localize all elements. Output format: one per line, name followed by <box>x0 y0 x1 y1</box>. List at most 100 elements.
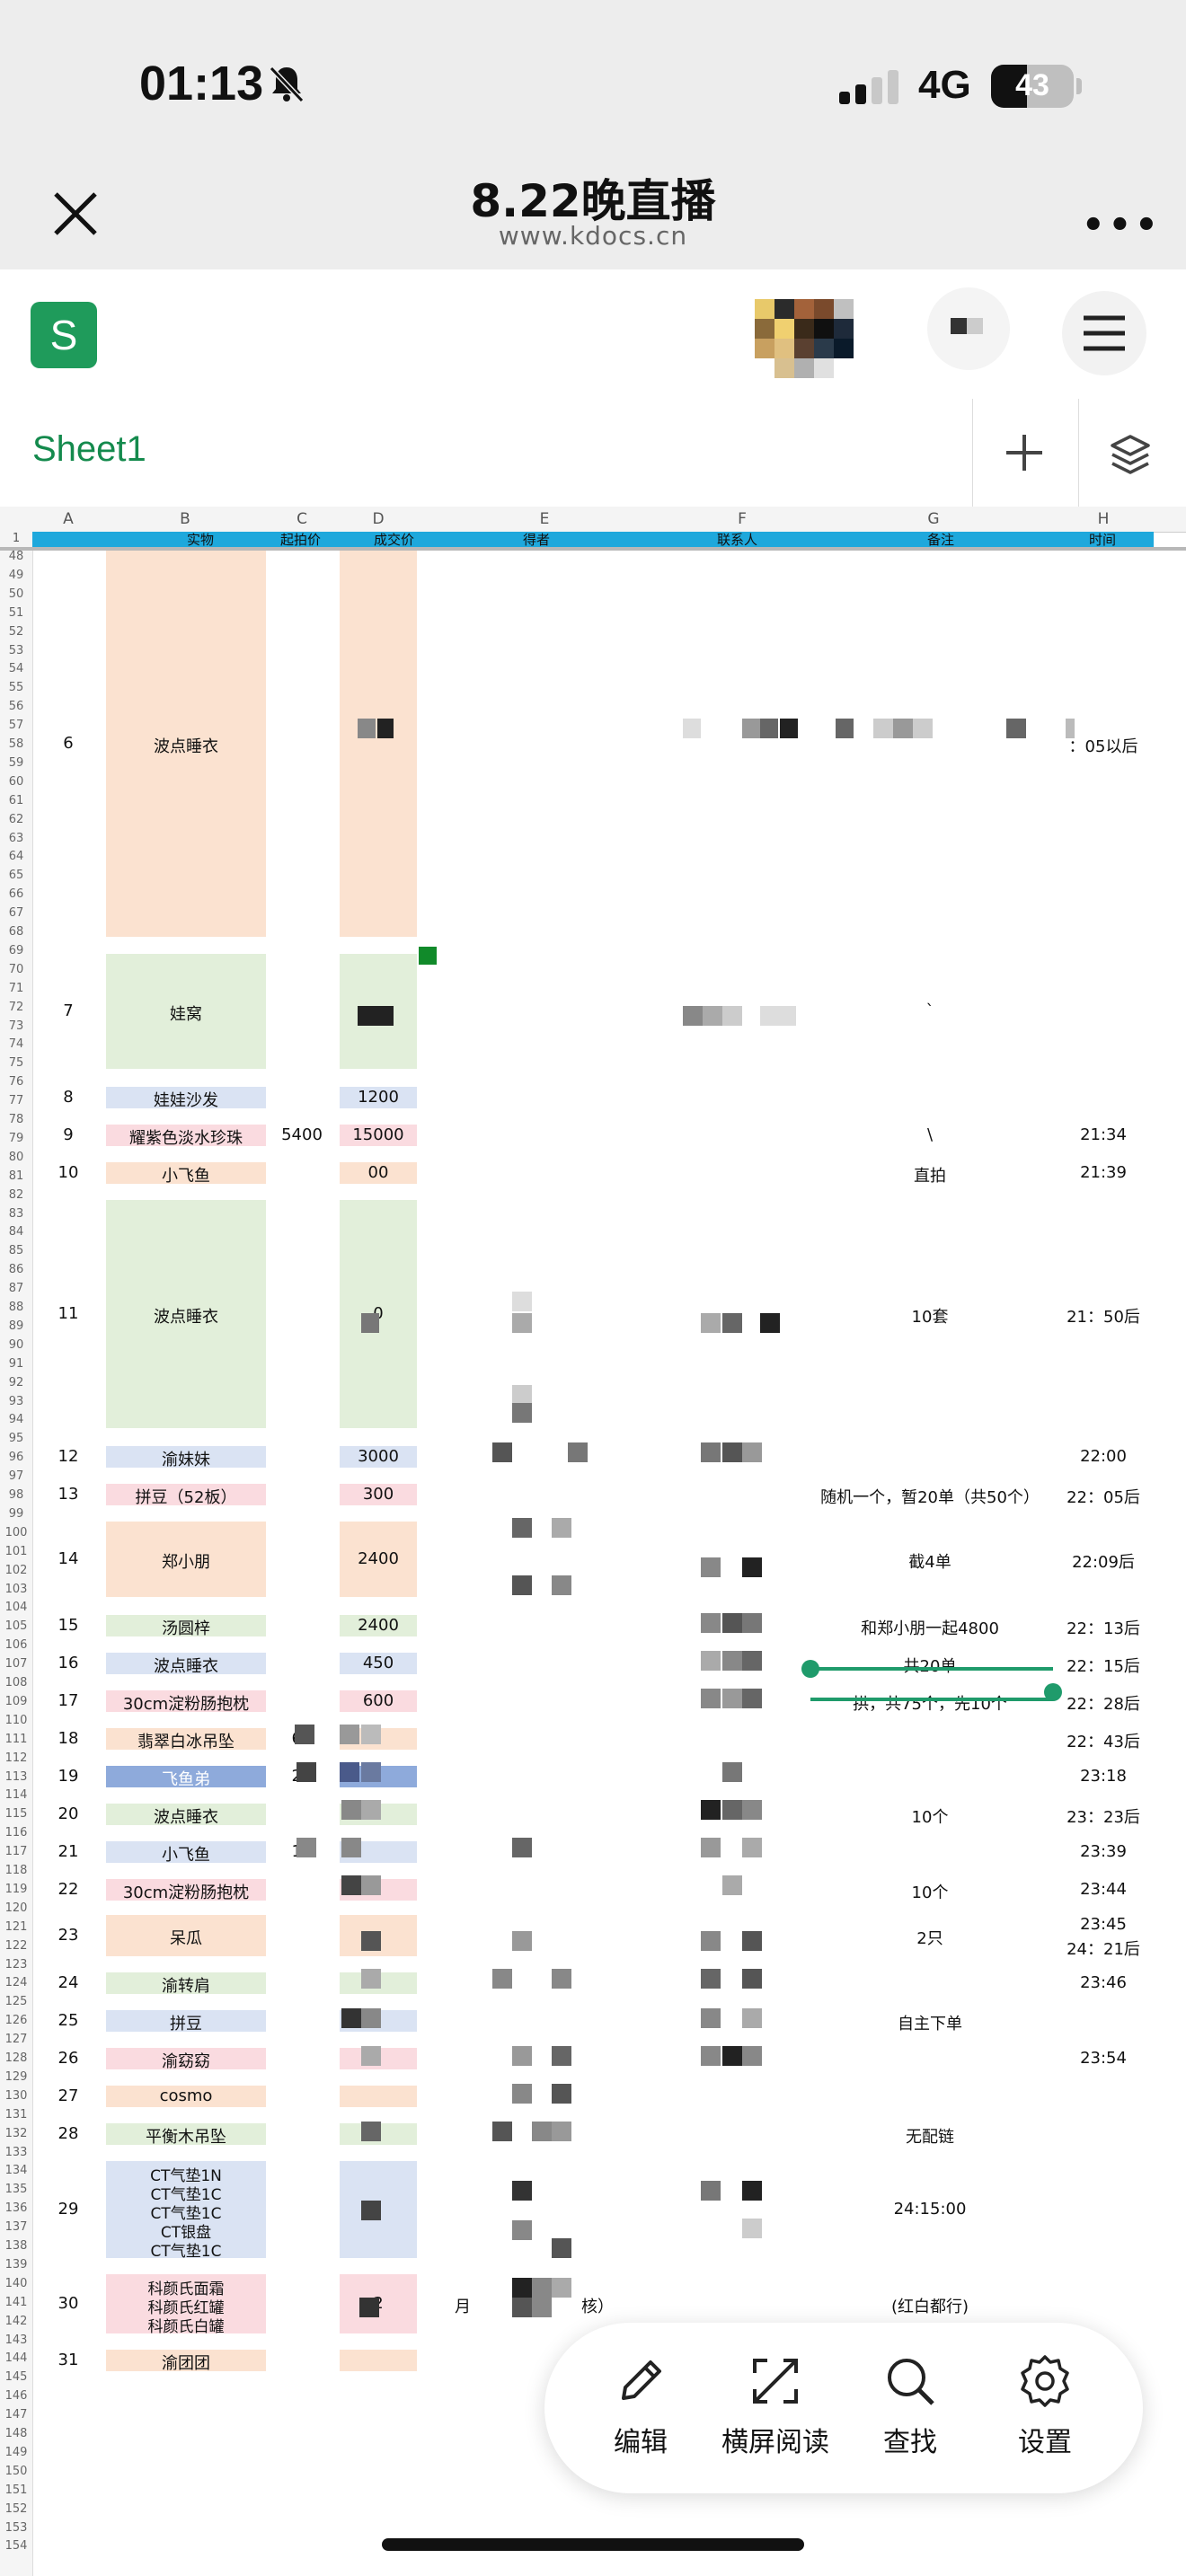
row-number[interactable]: 50 <box>8 587 24 601</box>
row-number[interactable]: 101 <box>4 1544 28 1558</box>
row-number[interactable]: 91 <box>8 1356 24 1371</box>
close-icon[interactable] <box>49 187 102 244</box>
row-number[interactable]: 143 <box>4 2333 28 2347</box>
row-number[interactable]: 126 <box>4 2014 28 2028</box>
row-number[interactable]: 114 <box>4 1788 28 1803</box>
row-number[interactable]: 121 <box>4 1919 28 1934</box>
edit-button[interactable]: 编辑 <box>573 2353 708 2459</box>
column-header-c[interactable]: C <box>296 510 307 528</box>
row-number[interactable]: 123 <box>4 1957 28 1972</box>
row-number[interactable]: 135 <box>4 2183 28 2197</box>
column-header-d[interactable]: D <box>372 510 385 528</box>
cell-b-fill[interactable] <box>106 1879 266 1901</box>
cell-d-fill[interactable] <box>340 2350 417 2371</box>
row-number[interactable]: 128 <box>4 2051 28 2065</box>
cell-b-fill[interactable] <box>106 1162 266 1184</box>
cell-d-fill[interactable] <box>340 1653 417 1674</box>
row-number[interactable]: 147 <box>4 2408 28 2422</box>
cell-b-fill[interactable] <box>106 1653 266 1674</box>
cell-b-fill[interactable] <box>106 2010 266 2032</box>
row-number[interactable]: 124 <box>4 1976 28 1990</box>
cell-b-fill[interactable] <box>106 1915 266 1956</box>
more-options-icon[interactable]: ••• <box>1082 205 1162 246</box>
row-number[interactable]: 80 <box>8 1150 24 1164</box>
row-number[interactable]: 139 <box>4 2257 28 2272</box>
row-number[interactable]: 105 <box>4 1619 28 1634</box>
cell-b-fill[interactable] <box>106 1446 266 1468</box>
row-number[interactable]: 154 <box>4 2539 28 2554</box>
column-header-e[interactable]: E <box>539 510 550 528</box>
cell-b-fill[interactable] <box>106 1766 266 1787</box>
column-header-g[interactable]: G <box>927 510 940 528</box>
column-header-a[interactable]: A <box>63 510 74 528</box>
row-number[interactable]: 67 <box>8 906 24 921</box>
row-number[interactable]: 144 <box>4 2351 28 2366</box>
row-number[interactable]: 117 <box>4 1845 28 1859</box>
cell-b-fill[interactable] <box>106 1690 266 1712</box>
row-number[interactable]: 73 <box>8 1019 24 1033</box>
row-number[interactable]: 56 <box>8 700 24 714</box>
sheets-app-icon[interactable]: S <box>31 302 97 368</box>
cell-b-fill[interactable] <box>106 2161 266 2258</box>
selection-handle-end[interactable] <box>1044 1683 1062 1701</box>
row-number[interactable]: 115 <box>4 1807 28 1822</box>
cell-b-fill[interactable] <box>106 1522 266 1597</box>
row-number[interactable]: 81 <box>8 1169 24 1183</box>
row-number[interactable]: 108 <box>4 1676 28 1689</box>
row-number[interactable]: 145 <box>4 2370 28 2385</box>
row-number[interactable]: 84 <box>8 1225 24 1239</box>
row-number[interactable]: 87 <box>8 1282 24 1296</box>
row-number[interactable]: 131 <box>4 2107 28 2122</box>
row-number[interactable]: 106 <box>4 1638 28 1653</box>
cell-d-fill[interactable] <box>340 1162 417 1184</box>
cell-d-fill[interactable] <box>340 551 417 937</box>
row-number[interactable]: 119 <box>4 1882 28 1896</box>
row-number[interactable]: 134 <box>4 2164 28 2178</box>
row-number[interactable]: 61 <box>8 793 24 807</box>
row-number[interactable]: 88 <box>8 1301 24 1314</box>
settings-button[interactable]: 设置 <box>978 2353 1112 2459</box>
row-number[interactable]: 96 <box>8 1451 24 1465</box>
cell-b-fill[interactable] <box>106 1484 266 1505</box>
row-number[interactable]: 70 <box>8 962 24 976</box>
row-number[interactable]: 85 <box>8 1244 24 1258</box>
row-number[interactable]: 72 <box>8 1000 24 1014</box>
row-number[interactable]: 112 <box>4 1751 28 1765</box>
cell-b-fill[interactable] <box>106 1841 266 1863</box>
cell-d-fill[interactable] <box>340 1615 417 1636</box>
row-number[interactable]: 140 <box>4 2276 28 2290</box>
row-number[interactable]: 83 <box>8 1206 24 1221</box>
row-number[interactable]: 116 <box>4 1826 28 1840</box>
cell-b-fill[interactable] <box>106 1200 266 1428</box>
row-number[interactable]: 94 <box>8 1413 24 1427</box>
row-number[interactable]: 150 <box>4 2464 28 2478</box>
row-number[interactable]: 63 <box>8 831 24 845</box>
row-number[interactable]: 129 <box>4 2069 28 2084</box>
row-number[interactable]: 107 <box>4 1657 28 1672</box>
cell-b-fill[interactable] <box>106 1615 266 1636</box>
column-header-h[interactable]: H <box>1097 510 1110 528</box>
cell-b-fill[interactable] <box>106 2086 266 2107</box>
cell-b-fill[interactable] <box>106 2048 266 2069</box>
cell-b-fill[interactable] <box>106 1728 266 1750</box>
user-avatar[interactable] <box>927 287 1010 370</box>
row-number[interactable]: 93 <box>8 1394 24 1408</box>
cell-d-fill[interactable] <box>340 2086 417 2107</box>
collaborator-avatars[interactable] <box>755 299 895 380</box>
row-number[interactable]: 120 <box>4 1901 28 1915</box>
row-number[interactable]: 138 <box>4 2239 28 2253</box>
row-number[interactable]: 132 <box>4 2126 28 2140</box>
selection-handle-start[interactable] <box>801 1660 819 1678</box>
row-number[interactable]: 76 <box>8 1075 24 1090</box>
row-number[interactable]: 137 <box>4 2220 28 2235</box>
cell-b-fill[interactable] <box>106 1087 266 1108</box>
row-number[interactable]: 77 <box>8 1094 24 1108</box>
row-number[interactable]: 52 <box>8 624 24 639</box>
row-number[interactable]: 95 <box>8 1432 24 1446</box>
row-number[interactable]: 97 <box>8 1469 24 1484</box>
row-number[interactable]: 58 <box>8 737 24 751</box>
row-number[interactable]: 102 <box>4 1563 28 1577</box>
cell-b-fill[interactable] <box>106 1125 266 1146</box>
row-number[interactable]: 78 <box>8 1113 24 1126</box>
row-number[interactable]: 65 <box>8 869 24 883</box>
